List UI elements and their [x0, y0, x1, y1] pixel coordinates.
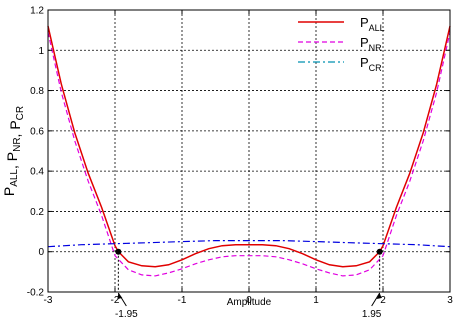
ticks-layer: -3 -2 -1 0 1 2 3 -0.2 0 0.2 0.4 0.6 0.8 1 1.2	[27, 6, 453, 307]
y-tick-label: 1.2	[30, 6, 44, 17]
y-tick-label: -0.2	[27, 288, 45, 299]
legend-label-all: PALL	[360, 15, 385, 33]
x-tick-label: 2	[380, 295, 386, 306]
annotation-label: 1.95	[362, 309, 382, 320]
series-line-cr	[47, 240, 451, 248]
y-tick-label: 0.2	[30, 207, 44, 218]
y-tick-label: 0.4	[30, 167, 44, 178]
y-tick-label: 0.8	[30, 86, 44, 97]
series-line-all	[47, 25, 451, 268]
x-tick-label: 3	[447, 295, 453, 306]
annotation-arrow	[371, 292, 381, 307]
x-tick-label: 0	[246, 295, 252, 306]
x-tick-label: 1	[313, 295, 319, 306]
grid	[48, 10, 450, 292]
series-line-nr	[47, 32, 451, 277]
legend-label-nr: PNR	[360, 35, 382, 53]
y-tick-label: 0	[38, 247, 44, 258]
y-axis-label: PALL, PNR, PCR	[1, 106, 26, 196]
markers-layer	[115, 248, 383, 292]
y-tick-label: 1	[38, 46, 44, 57]
annotation-arrowhead	[117, 293, 123, 299]
legend-label-cr: PCR	[360, 55, 382, 73]
y-tick-label: 0.6	[30, 126, 44, 137]
x-tick-label: -2	[111, 295, 120, 306]
annotation-arrowhead	[376, 293, 382, 299]
annotations-layer: -1.95 1.95	[115, 292, 382, 320]
legend: PALL PNR PCR	[298, 15, 385, 73]
annotation-label: -1.95	[115, 309, 138, 320]
series-layer	[47, 25, 451, 277]
x-tick-label: -1	[178, 295, 187, 306]
x-tick-label: -3	[44, 295, 53, 306]
x-axis-label: Amplitude	[227, 297, 272, 308]
